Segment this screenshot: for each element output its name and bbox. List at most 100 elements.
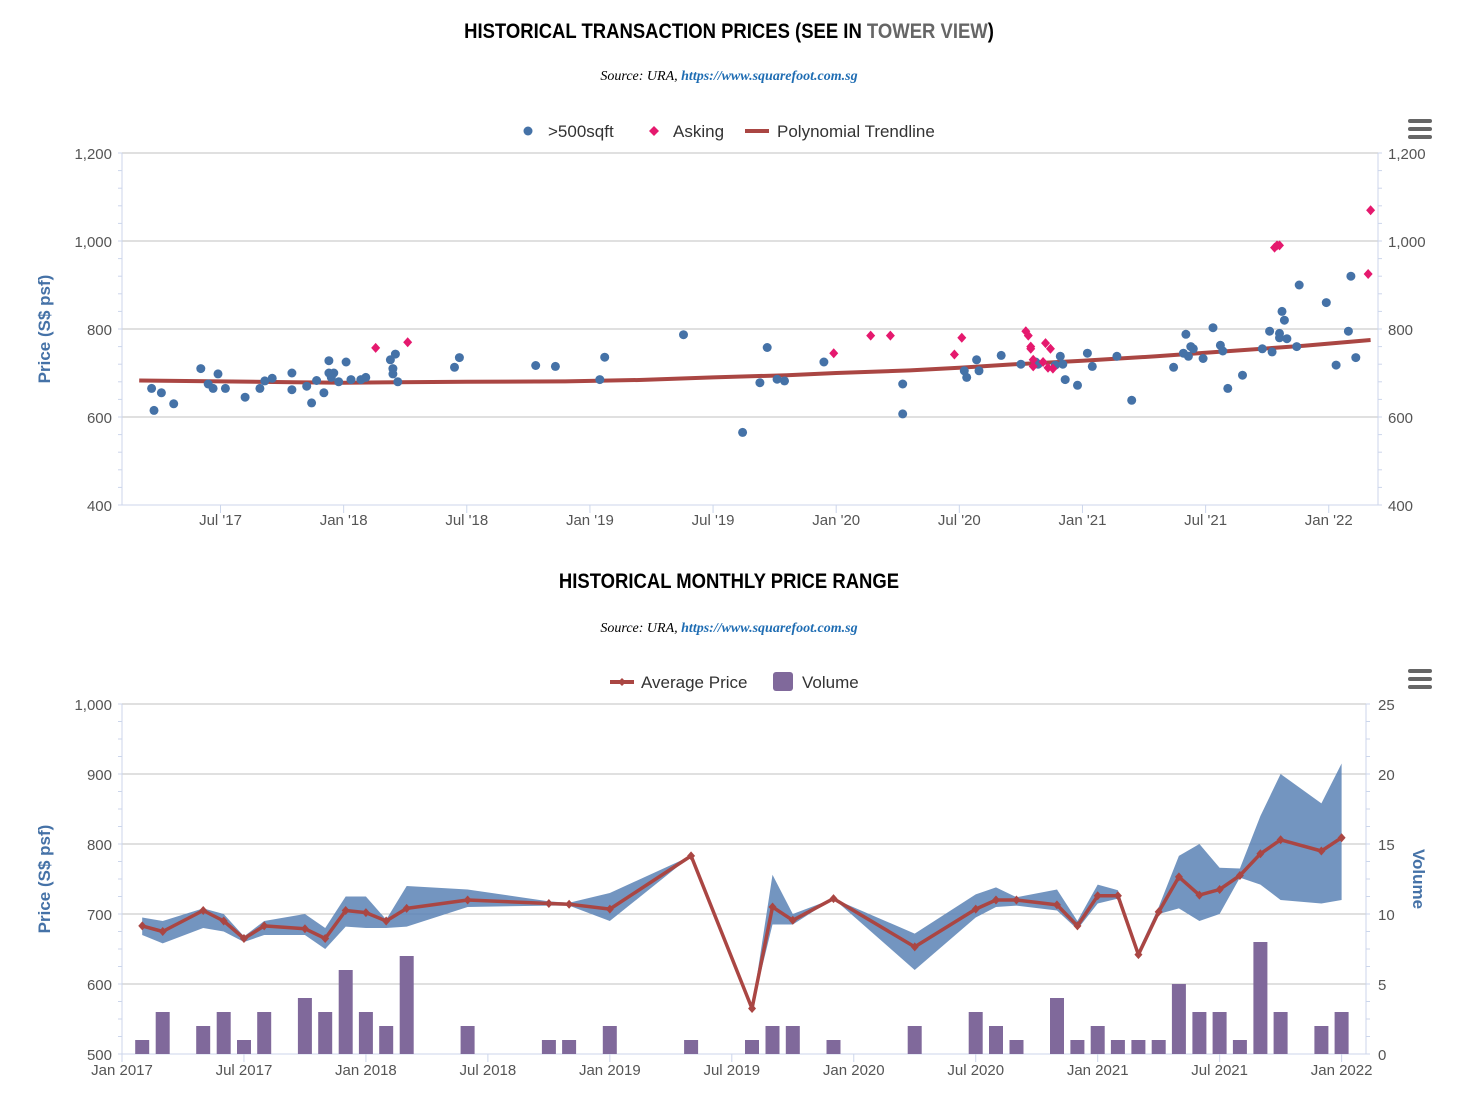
transaction-point [393,377,403,387]
chart2-source-link[interactable]: https://www.squarefoot.com.sg [681,621,858,636]
average-price-marker [1052,900,1061,910]
average-price-marker [1215,885,1224,894]
transaction-point [220,383,230,393]
transaction-point [1208,323,1218,333]
tower-view-link[interactable]: TOWER VIEW [866,20,988,43]
y-tick-label: 900 [87,767,112,784]
transaction-point [1265,326,1275,336]
y2-tick-label: 10 [1378,907,1395,924]
transaction-point [780,376,789,386]
transaction-point [454,353,464,363]
transaction-point [149,405,159,415]
average-price-marker [138,921,147,931]
x-tick-label: Jan '20 [812,512,860,529]
y-tick-label: 400 [87,498,112,515]
x-tick-label: Jan 2020 [823,1062,885,1079]
average-price-marker [300,924,309,934]
average-price-marker [565,899,574,909]
volume-bar [562,1040,577,1054]
asking-point [1026,343,1036,354]
volume-bar [602,1026,617,1054]
asking-point [1045,343,1055,354]
x-tick-label: Jul '17 [199,512,242,529]
legend-label-average: Average Price [641,673,747,692]
transaction-point [388,369,398,379]
asking-point [371,342,381,353]
average-price-marker [382,916,391,926]
transaction-point [1223,383,1233,393]
average-price-marker [1195,890,1204,900]
x-tick-label: Jan '18 [320,512,368,529]
transaction-point [324,356,334,366]
x-tick-label: Jul 2019 [703,1062,760,1079]
transaction-point [156,388,166,398]
transaction-point [1343,326,1353,336]
average-price-marker [748,1004,757,1013]
transaction-point [819,357,829,367]
transaction-point [1346,271,1356,281]
transaction-point [679,330,688,340]
legend-symbol-volume [773,672,793,691]
volume-bar [1212,1012,1227,1054]
transaction-point [260,376,270,386]
transaction-point [762,343,772,352]
x-tick-label: Jan '22 [1305,512,1353,529]
transaction-point [974,366,984,376]
y2-tick-label: 20 [1378,767,1395,784]
average-price-marker [1093,891,1102,901]
y-tick-label: 700 [87,907,112,924]
volume-bar [460,1026,475,1054]
y2-tick-label: 0 [1378,1047,1386,1064]
transaction-point [208,383,218,393]
chart1-menu-icon[interactable] [1406,117,1434,141]
volume-bar [237,1040,251,1054]
transaction-point [996,350,1006,360]
asking-point [885,330,895,341]
transaction-point [1112,351,1122,361]
transaction-point [334,377,344,387]
y-tick-label: 500 [87,1047,112,1064]
x-tick-label: Jul '18 [445,512,488,529]
volume-bar [1232,1040,1247,1054]
average-price-marker [219,916,228,926]
average-price-marker [544,899,553,908]
x-tick-label: Jan 2019 [579,1062,641,1079]
transaction-point [898,409,908,419]
chart1-source-link[interactable]: https://www.squarefoot.com.sg [681,69,858,84]
chart1-title: HISTORICAL TRANSACTION PRICES (SEE IN TO… [87,20,1370,44]
y-axis-title: Price (S$ psf) [35,275,54,384]
asking-point [957,332,967,343]
transaction-point [772,374,782,384]
transaction-point [240,392,250,402]
transaction-point [147,383,157,393]
transaction-point [1060,375,1070,385]
legend-symbol-asking [649,126,659,136]
asking-point [829,348,839,359]
transaction-point [1087,361,1097,371]
transaction-point [1058,359,1068,369]
chart2-menu-icon[interactable] [1406,667,1434,691]
asking-point [403,337,413,348]
y2-tick-label: 15 [1378,837,1395,854]
volume-bar [216,1012,231,1054]
y-tick-label: 600 [87,410,112,427]
transaction-point [302,381,312,391]
x-tick-label: Jul '21 [1184,512,1227,529]
y-tick-label: 800 [87,837,112,854]
legend-label-asking: Asking [673,122,724,141]
average-price-marker [910,942,919,952]
volume-bar [297,998,312,1054]
chart2-legend: Average Price Volume [610,672,859,692]
y2-tick-label: 25 [1378,697,1395,714]
chart1-source: Source: URA, https://www.squarefoot.com.… [0,69,1458,85]
volume-bar [1090,1026,1105,1054]
volume-bar [1070,1040,1085,1054]
legend-label-volume: Volume [802,673,859,692]
legend-label-trendline: Polynomial Trendline [777,122,935,141]
x-tick-label: Jan 2017 [91,1062,153,1079]
transaction-point [1238,370,1247,380]
y2-tick-label: 1,200 [1388,146,1426,163]
average-price-line [141,836,1343,1011]
transaction-point [1183,351,1193,361]
asking-point [1038,357,1048,367]
